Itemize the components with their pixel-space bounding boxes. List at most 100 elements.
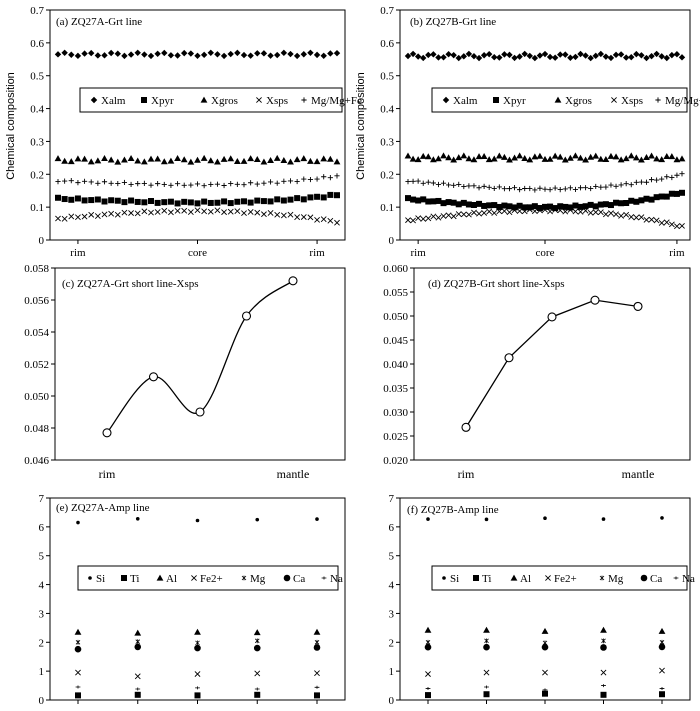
data-point: [668, 51, 676, 59]
data-point: [253, 644, 261, 652]
data-point: [592, 209, 599, 216]
data-point: [307, 49, 314, 57]
data-point: [81, 213, 88, 220]
y-tick-label: 0: [39, 695, 45, 707]
data-point: [668, 153, 676, 160]
data-point: [287, 211, 294, 218]
data-point: [154, 50, 161, 57]
data-point: [516, 208, 523, 214]
data-point: [567, 54, 574, 61]
data-point: [195, 686, 200, 690]
data-point: [521, 204, 528, 211]
data-point: [483, 691, 490, 698]
data-point: [542, 688, 548, 692]
data-point: [461, 183, 467, 190]
y-tick-label: 0.048: [24, 423, 49, 435]
data-point: [88, 49, 95, 57]
data-point: [592, 52, 599, 60]
data-point: [536, 205, 543, 212]
data-point: [501, 202, 508, 209]
data-point: [501, 51, 508, 58]
series-Xalm: [54, 49, 341, 60]
data-point: [261, 211, 267, 218]
y-tick-label: 0.5: [30, 71, 44, 83]
data-point: [420, 196, 427, 203]
data-point: [541, 50, 549, 58]
plot-frame: [413, 267, 691, 461]
data-point: [74, 155, 82, 162]
data-point: [618, 200, 625, 207]
data-point: [506, 51, 513, 59]
data-point: [247, 52, 254, 59]
data-point: [541, 155, 549, 162]
data-point: [221, 182, 227, 189]
data-point: [430, 51, 437, 58]
legend-marker: [283, 574, 291, 582]
data-point: [537, 207, 543, 214]
data-point: [207, 199, 214, 206]
data-point: [267, 198, 274, 205]
data-point: [180, 156, 188, 163]
data-point: [114, 197, 121, 204]
data-point: [577, 203, 584, 210]
data-point: [455, 211, 462, 217]
data-point: [254, 197, 261, 204]
data-point: [201, 208, 208, 215]
data-point: [314, 670, 320, 677]
data-point: [134, 157, 142, 164]
data-point: [638, 52, 645, 59]
data-point: [659, 691, 665, 698]
data-point: [552, 205, 559, 212]
data-point: [254, 687, 260, 691]
x-tick-label: rim: [70, 247, 86, 259]
data-point: [460, 199, 467, 206]
data-point: [600, 669, 607, 676]
data-point: [628, 53, 635, 61]
y-tick-label: 0.056: [24, 295, 49, 307]
data-point: [496, 184, 502, 190]
series-Fe2+: [75, 669, 320, 680]
data-point: [506, 203, 513, 210]
x-tick-label: rim: [99, 467, 116, 481]
data-point: [572, 186, 579, 193]
data-point: [526, 52, 533, 60]
y-tick-label: 5: [39, 551, 45, 563]
data-point: [678, 155, 686, 162]
data-point: [486, 208, 493, 215]
x-tick-label: mantle: [622, 467, 655, 481]
data-point: [195, 640, 200, 646]
data-point: [648, 216, 655, 223]
data-point: [430, 198, 437, 205]
data-point: [455, 154, 463, 161]
legend-marker: [640, 574, 648, 582]
data-point: [334, 173, 340, 179]
y-tick-label: 2: [389, 637, 395, 649]
data-point: [526, 156, 534, 163]
series-Na: [425, 684, 665, 692]
legend-label: Ca: [293, 573, 305, 585]
y-tick-label: 0.2: [30, 169, 44, 181]
series-Ti: [425, 690, 665, 699]
data-point: [280, 197, 287, 204]
legend-marker: [510, 574, 518, 581]
y-tick-label: 0.6: [380, 38, 394, 50]
series-Xsps: [405, 206, 685, 230]
data-point: [496, 54, 503, 61]
legend-label: Al: [166, 573, 177, 585]
data-point: [435, 214, 442, 221]
data-point: [483, 643, 490, 651]
y-tick-label: 0: [39, 235, 45, 247]
data-point: [653, 194, 660, 201]
data-point: [333, 158, 341, 165]
data-point: [327, 217, 334, 224]
data-point: [511, 54, 518, 62]
data-point: [484, 517, 489, 522]
series-Xsps: [55, 207, 340, 226]
data-point: [536, 52, 544, 59]
data-point: [663, 153, 671, 160]
data-point: [300, 214, 307, 220]
data-point: [121, 209, 128, 216]
data-point: [663, 193, 670, 200]
data-point: [445, 50, 452, 58]
chart-title: (c) ZQ27A-Grt short line-Xsps: [62, 278, 199, 290]
